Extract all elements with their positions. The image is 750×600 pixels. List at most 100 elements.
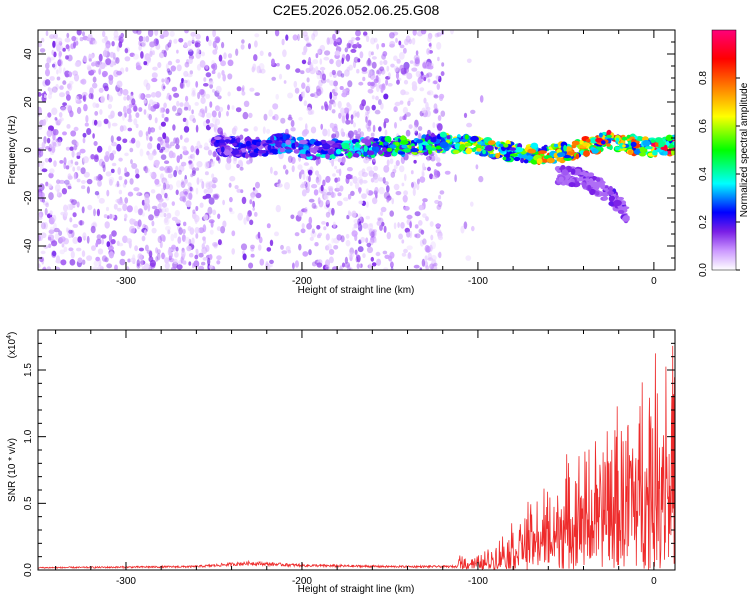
track-blob [617,196,624,201]
noise-dot [179,102,184,107]
noise-dot [55,138,60,143]
noise-dot [90,154,95,160]
noise-dot [403,190,408,196]
track-blob [452,149,460,154]
noise-dot [202,224,207,233]
noise-dot [348,64,354,71]
noise-dot [88,93,93,99]
noise-dot [138,40,141,47]
noise-dot [52,214,57,222]
noise-dot [378,126,382,132]
track-blob [582,142,589,147]
noise-dot [157,136,163,142]
noise-dot [249,199,253,205]
noise-dot [339,265,343,270]
noise-dot [53,61,57,70]
noise-dot [365,237,369,244]
noise-dot [352,176,358,184]
noise-dot [326,37,330,45]
track-blob [538,150,547,155]
noise-dot [231,230,236,237]
noise-dot [118,242,124,247]
noise-dot [400,222,405,229]
noise-dot [435,75,439,82]
noise-dot [341,57,345,65]
noise-dot [371,56,377,60]
noise-dot [365,116,368,123]
noise-dot [91,245,96,252]
noise-dot [417,133,423,141]
noise-dot [349,181,353,187]
noise-dot [130,228,136,234]
noise-dot [379,66,385,72]
noise-dot [393,164,398,170]
noise-dot [188,58,193,64]
noise-dot [372,197,378,205]
noise-dot [212,177,218,184]
track-blob [502,156,507,161]
track-blob [523,159,529,164]
noise-dot [353,122,356,128]
noise-dot [242,111,249,120]
noise-dot [268,109,273,117]
noise-dot [66,94,71,101]
noise-dot [92,82,98,89]
noise-dot [199,89,205,95]
track-blob [608,185,613,192]
noise-dot [102,164,106,173]
noise-dot [187,182,192,188]
noise-dot [249,87,255,92]
noise-dot [130,159,133,165]
noise-dot [164,165,171,174]
track-blob [571,144,576,149]
noise-dot [113,35,120,41]
noise-dot [345,119,351,125]
noise-dot [41,37,45,43]
noise-dot [324,265,331,270]
noise-dot [65,146,71,151]
track-blob [577,177,584,182]
noise-dot [90,69,96,74]
noise-dot [51,250,57,257]
noise-dot [106,93,110,101]
noise-dot [434,32,440,38]
noise-dot [385,76,391,80]
noise-dot [53,51,57,58]
noise-dot [143,109,147,115]
noise-dot [240,189,244,194]
track-blob [363,145,368,152]
noise-dot [211,183,217,189]
noise-dot [367,69,373,76]
noise-dot [41,198,46,203]
noise-dot [213,243,218,249]
noise-dot [366,166,373,172]
noise-dot [117,111,123,117]
track-blob [425,144,432,150]
noise-dot [83,171,90,178]
noise-dot [166,212,172,219]
noise-dot [319,66,326,71]
noise-dot [352,60,357,69]
noise-dot [301,208,308,213]
noise-dot [257,244,262,251]
noise-dot [176,49,179,54]
noise-dot [195,33,201,40]
noise-dot [83,103,88,112]
noise-dot [147,126,151,135]
noise-dot [426,156,430,162]
track-blob [650,139,656,144]
noise-dot [380,102,384,110]
noise-dot [185,119,189,127]
noise-dot [150,189,156,194]
noise-dot [295,68,301,73]
noise-dot [454,174,457,183]
spectrogram-tracks [210,129,675,224]
noise-dot [411,37,416,45]
noise-dot [211,70,216,75]
noise-dot [133,187,140,192]
noise-dot [345,53,351,62]
noise-dot [118,176,123,181]
noise-dot [51,49,54,56]
noise-dot [93,260,99,267]
noise-dot [429,173,434,180]
